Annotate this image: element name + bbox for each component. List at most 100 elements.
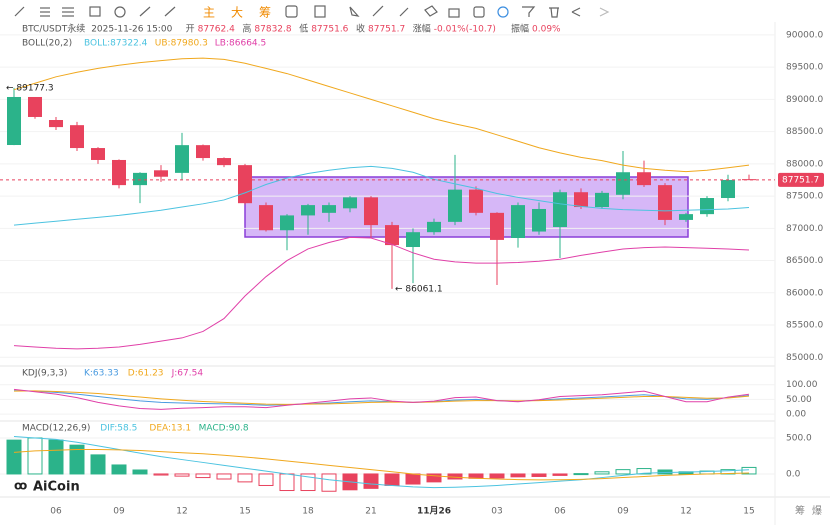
legend-entry: LB:86664.5 [215,39,266,49]
candle-body [259,205,273,231]
y-tick-label: 90000.0 [786,30,823,40]
y-tick-label: 86000.0 [786,288,823,298]
candle-body [133,172,147,186]
logo: AiCoin [33,480,80,495]
candle-body [196,145,210,159]
kdj-line [13,390,750,406]
macd-bar [510,473,526,478]
candle-body [217,158,231,166]
quote-label: 振幅 [511,23,529,35]
legend-entry: DIF:58.5 [100,424,137,434]
y-tick-label: 500.0 [786,433,812,443]
indicator-name: MACD(12,26,9) [22,424,90,434]
x-tick-label: 12 [680,507,691,517]
candle-body [469,189,483,213]
legend-entry: UB:87980.3 [155,39,208,49]
quote-value: 87751.7 [368,25,405,35]
boll-line [13,236,750,350]
macd-bar [594,471,610,475]
boll-line [13,165,750,226]
y-tick-label: 87500.0 [786,192,823,202]
macd-line [13,448,750,481]
candle-body [343,197,357,209]
quote-value: 0.09% [532,25,561,35]
candle-body [385,225,399,246]
candle-body [154,170,168,177]
candle-body [553,192,567,228]
candle-body [238,165,252,204]
macd-bar [489,473,505,479]
legend-entry: BOLL:87322.4 [84,39,148,49]
candle-body [406,232,420,248]
boll-line [13,57,750,173]
quote-label: 低 [299,23,308,35]
candle-body [175,145,189,173]
side-button[interactable]: 筹 [795,504,805,517]
candle-body [322,205,336,213]
macd-bar [552,473,568,476]
macd-bar [48,439,64,475]
candle-body [28,96,42,117]
candle-body [511,205,525,238]
toolbar-button[interactable]: 大 [231,6,243,20]
candle-body [7,96,21,146]
macd-bar [69,444,85,475]
candle-body [70,125,84,149]
macd-bar [300,473,316,492]
macd-bar [615,469,631,475]
macd-bar [405,473,421,485]
y-tick-label: 86500.0 [786,256,823,266]
quote-label: 收 [356,23,365,35]
candle-body [427,221,441,233]
annotation: ← 89177.3 [6,83,54,93]
quote-value: 87832.8 [254,25,291,35]
y-tick-label: 89500.0 [786,63,823,73]
time: 2025-11-26 15:00 [91,25,172,35]
toolbar-button[interactable]: 主 [203,6,215,20]
x-tick-label: 09 [617,507,629,517]
side-button[interactable]: 爆 [812,505,822,517]
y-tick-label: 0.0 [786,469,801,479]
y-tick-label: 100.00 [786,380,818,390]
quote-value: 87762.4 [198,25,235,35]
macd-bar [636,468,652,475]
macd-bar [426,473,442,483]
macd-line [13,436,750,489]
macd-bar [321,473,337,492]
quote-value: -0.01%(-10.7) [434,25,496,35]
y-tick-label: 85000.0 [786,353,823,363]
quote-value: 87751.6 [311,25,348,35]
candle-body [679,214,693,220]
macd-bar [174,473,190,477]
x-tick-label: 11月26 [417,506,451,517]
symbol: BTC/USDT永续 [22,23,85,35]
indicator-name: BOLL(20,2) [22,39,72,49]
macd-bar [384,473,400,486]
macd-bar [195,473,211,479]
x-tick-label: 15 [743,507,754,517]
y-tick-label: 88500.0 [786,127,823,137]
macd-bar [531,473,547,477]
kdj-line [13,390,750,405]
x-tick-label: 12 [176,507,187,517]
legend-entry: J:67.54 [171,369,204,379]
macd-bar [6,439,22,475]
candle-body [364,197,378,226]
macd-bar [237,473,253,483]
candle-body [574,192,588,208]
candle-body [616,172,630,195]
x-tick-label: 03 [491,507,502,517]
candle-body [637,172,651,186]
toolbar-button[interactable]: 筹 [259,6,271,20]
x-tick-label: 09 [113,507,125,517]
range-drawing[interactable] [244,176,689,238]
annotation: ← 86061.1 [395,284,443,294]
x-tick-label: 15 [239,507,250,517]
toolbar [14,5,610,18]
last-price-label: 87751.7 [782,175,819,185]
macd-bar [111,464,127,475]
candle-body [448,189,462,222]
macd-bar [132,469,148,475]
y-tick-label: 89000.0 [786,95,823,105]
